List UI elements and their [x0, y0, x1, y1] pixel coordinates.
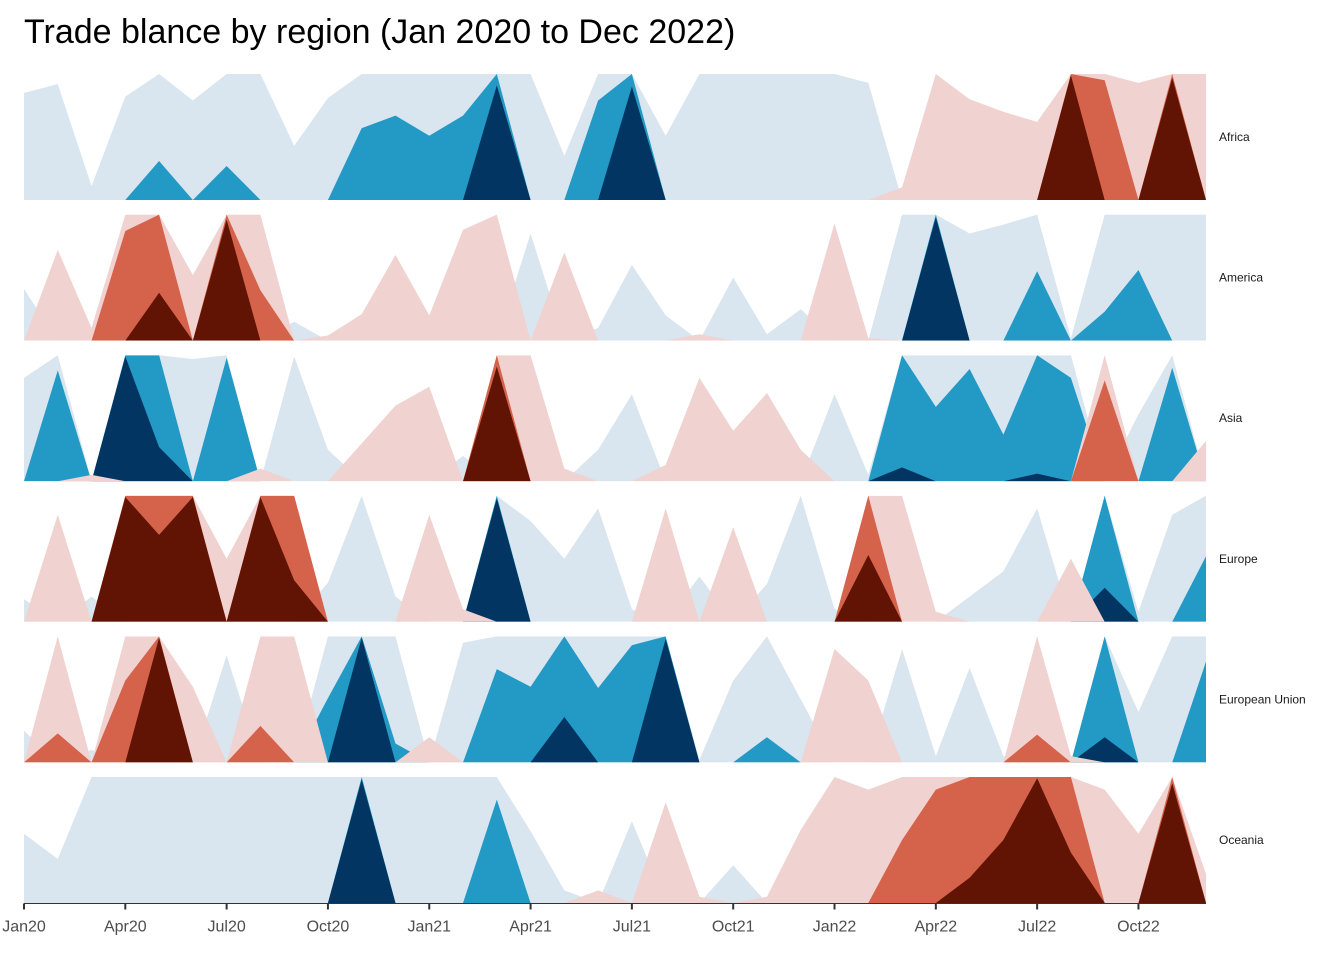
x-tick-label: Apr20	[104, 919, 147, 936]
strip-european-union: European Union	[24, 636, 1306, 763]
strip-asia: Asia	[24, 355, 1243, 482]
band-negative-3	[24, 75, 1206, 200]
band-positive-2	[24, 214, 1206, 341]
strip-label: Africa	[1219, 130, 1250, 144]
strip-europe: Europe	[24, 495, 1258, 622]
x-tick-label: Jan22	[813, 919, 857, 936]
band-negative-3	[24, 219, 1206, 341]
band-positive-2	[24, 636, 1206, 763]
strip-label: America	[1219, 271, 1263, 285]
x-tick-label: Apr21	[509, 919, 552, 936]
band-positive-2	[24, 355, 1206, 482]
x-tick-label: Apr22	[914, 919, 957, 936]
x-tick-label: Jan20	[2, 919, 46, 936]
x-tick-label: Jul22	[1018, 919, 1056, 936]
strip-africa: Africa	[24, 74, 1250, 200]
band-positive-2	[24, 74, 1206, 200]
x-tick-label: Jul21	[613, 919, 651, 936]
strip-america: America	[24, 214, 1263, 341]
chart-title: Trade blance by region (Jan 2020 to Dec …	[24, 13, 736, 51]
band-positive-3	[24, 637, 1206, 763]
band-negative-1	[24, 495, 1206, 622]
strip-label: European Union	[1219, 692, 1306, 706]
x-axis: Jan20 Apr20 Jul20 Oct20 Jan21 Apr21 Jul21 Oct21…	[2, 903, 1206, 936]
band-negative-1	[24, 74, 1206, 200]
band-negative-2	[24, 777, 1206, 903]
band-positive-1	[24, 214, 1206, 341]
band-negative-3	[24, 637, 1206, 763]
band-positive-1	[24, 777, 1206, 903]
strip-label: Europe	[1219, 552, 1258, 566]
x-tick-label: Jan21	[407, 919, 451, 936]
horizon-strips: Africa America Asia Europe European Union Oce…	[24, 74, 1306, 903]
band-positive-3	[24, 356, 1206, 482]
band-negative-3	[24, 497, 1206, 622]
x-tick-label: Jul20	[208, 919, 246, 936]
strip-label: Asia	[1219, 411, 1243, 425]
band-negative-3	[24, 778, 1206, 903]
x-tick-label: Oct21	[712, 919, 755, 936]
strip-oceania: Oceania	[24, 777, 1264, 903]
x-tick-label: Oct22	[1117, 919, 1160, 936]
band-positive-3	[24, 85, 1206, 200]
strip-label: Oceania	[1219, 833, 1264, 847]
x-tick-label: Oct20	[307, 919, 350, 936]
band-negative-2	[24, 355, 1206, 482]
